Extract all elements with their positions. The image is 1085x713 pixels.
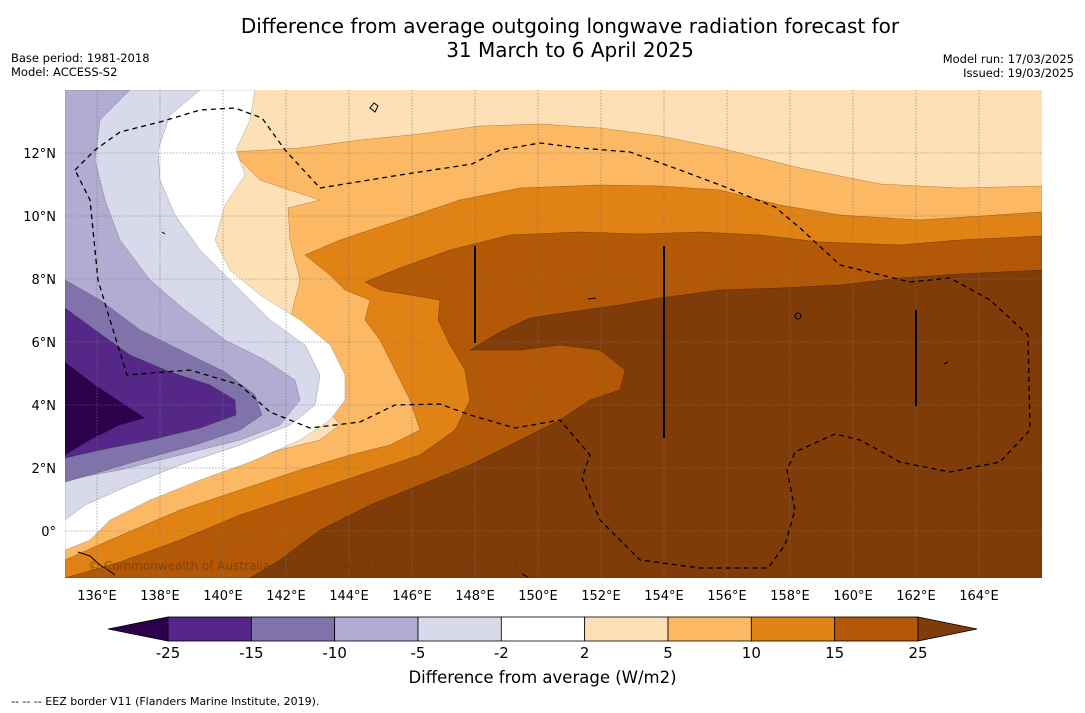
- lat-axis-labels: 0° 2°N 4°N 6°N 8°N 10°N 12°N: [23, 147, 56, 540]
- lat-tick-label: 0°: [41, 525, 56, 540]
- lat-tick-label: 12°N: [23, 147, 56, 162]
- lon-tick-label: 146°E: [392, 589, 432, 604]
- colorbar-title: Difference from average (W/m2): [408, 668, 677, 687]
- lon-tick-label: 142°E: [266, 589, 306, 604]
- colorbar: -25 -15 -10 -5 -2 2 5 10 15 25: [107, 616, 978, 662]
- colorbar-tick-label: -5: [411, 644, 426, 662]
- lon-tick-label: 150°E: [518, 589, 558, 604]
- lon-tick-label: 152°E: [581, 589, 621, 604]
- colorbar-extend-high: [917, 616, 978, 642]
- colorbar-tick-label: -10: [322, 644, 347, 662]
- meta-left: Base period: 1981-2018 Model: ACCESS-S2: [11, 51, 150, 79]
- colorbar-swatch: [834, 616, 919, 642]
- lon-tick-label: 156°E: [707, 589, 747, 604]
- lon-axis-labels: 136°E 138°E 140°E 142°E 144°E 146°E 148°E 150°E…: [77, 589, 999, 604]
- meridian-markers: [474, 246, 917, 438]
- meta-right: Model run: 17/03/2025 Issued: 19/03/2025: [943, 52, 1074, 80]
- eez-borders: [74, 107, 1031, 569]
- title-line-2: 31 March to 6 April 2025: [446, 38, 694, 62]
- colorbar-tick-label: 10: [742, 644, 761, 662]
- colorbar-tick-label: -2: [494, 644, 509, 662]
- islands: [77, 102, 949, 578]
- title-line-1: Difference from average outgoing longwav…: [240, 14, 900, 38]
- lat-tick-label: 6°N: [32, 336, 57, 351]
- lat-tick-label: 2°N: [32, 462, 57, 477]
- lat-tick-label: 10°N: [23, 210, 56, 225]
- colorbar-swatch: [750, 616, 836, 642]
- colorbar-tick-label: -15: [239, 644, 264, 662]
- colorbar-tick-label: -25: [156, 644, 181, 662]
- lon-tick-label: 148°E: [455, 589, 495, 604]
- lon-tick-label: 144°E: [329, 589, 369, 604]
- issued-label: Issued: 19/03/2025: [963, 66, 1074, 80]
- lon-tick-label: 158°E: [770, 589, 810, 604]
- map-panel: [65, 90, 1042, 578]
- colorbar-tick-label: 15: [825, 644, 844, 662]
- colorbar-swatch: [667, 616, 752, 642]
- colorbar-tick-label: 25: [908, 644, 927, 662]
- colorbar-extend-low: [107, 616, 169, 642]
- colorbar-swatch: [584, 616, 669, 642]
- colorbar-swatch: [417, 616, 502, 642]
- model-label: Model: ACCESS-S2: [11, 65, 118, 79]
- lon-tick-label: 162°E: [896, 589, 936, 604]
- base-period-label: Base period: 1981-2018: [11, 51, 150, 65]
- map-title: Difference from average outgoing longwav…: [0, 14, 1085, 62]
- colorbar-swatch: [167, 616, 252, 642]
- model-run-label: Model run: 17/03/2025: [942, 52, 1074, 66]
- eez-legend-note: -- -- -- EEZ border V11 (Flanders Marine…: [11, 695, 320, 708]
- lat-tick-label: 4°N: [32, 399, 57, 414]
- lon-tick-label: 136°E: [77, 589, 117, 604]
- colorbar-tick-label: 2: [580, 644, 590, 662]
- colorbar-swatch: [500, 616, 586, 642]
- lon-tick-label: 154°E: [644, 589, 684, 604]
- copyright-text: © Commonwealth of Australia 2025, Bureau…: [88, 559, 593, 573]
- lon-tick-label: 160°E: [833, 589, 873, 604]
- colorbar-tick-label: 5: [663, 644, 673, 662]
- lon-tick-label: 140°E: [203, 589, 243, 604]
- colorbar-swatch: [250, 616, 336, 642]
- lat-tick-label: 8°N: [32, 273, 57, 288]
- colorbar-swatch: [334, 616, 419, 642]
- contour-band-gt-25: [249, 269, 1042, 578]
- lon-tick-label: 138°E: [140, 589, 180, 604]
- lon-tick-label: 164°E: [959, 589, 999, 604]
- contour-band-lt-neg25: [65, 362, 145, 455]
